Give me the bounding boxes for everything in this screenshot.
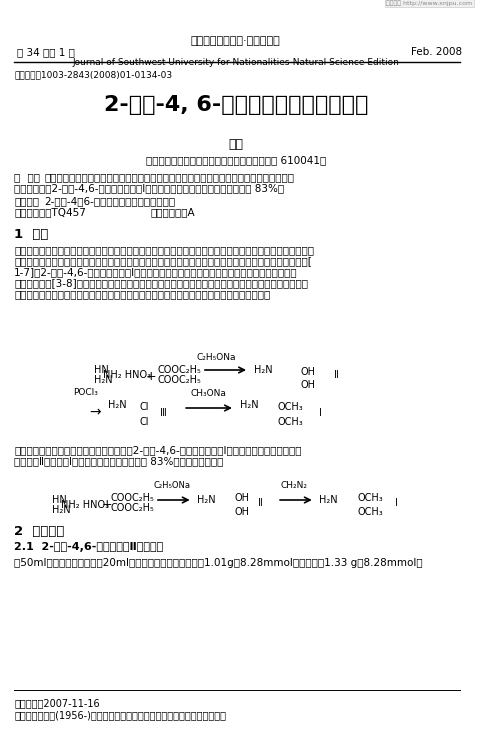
Text: 在50ml四口反应瓶中，加入20ml无水甲醇，搅拌下依次加入1.01g（8.28mmol）硝酸胍和1.33 g（8.28mmol）: 在50ml四口反应瓶中，加入20ml无水甲醇，搅拌下依次加入1.01g（8.28…	[14, 558, 423, 568]
Text: 2.1  2-氨基-4,6-二基嘧啶（Ⅱ）的制备: 2.1 2-氨基-4,6-二基嘧啶（Ⅱ）的制备	[14, 542, 163, 552]
Text: Feb. 2008: Feb. 2008	[411, 47, 462, 57]
Text: OH: OH	[235, 493, 250, 503]
Text: CH₂N₂: CH₂N₂	[281, 481, 307, 490]
Text: COOC₂H₅: COOC₂H₅	[111, 493, 154, 503]
Text: Ⅱ: Ⅱ	[259, 498, 263, 508]
Text: OCH₃: OCH₃	[277, 417, 303, 427]
Text: Ⅰ: Ⅰ	[394, 498, 397, 508]
Text: OH: OH	[235, 507, 250, 517]
Text: H₂N: H₂N	[254, 365, 272, 375]
Text: H₂N: H₂N	[239, 400, 258, 410]
Text: 收稿日期：2007-11-16: 收稿日期：2007-11-16	[14, 698, 100, 708]
Text: 中图分类号：TQ457: 中图分类号：TQ457	[14, 207, 86, 217]
Text: H₂N: H₂N	[197, 495, 216, 505]
Text: OCH₃: OCH₃	[357, 507, 383, 517]
Text: 本文改进了上述合成方法，采用两步法合成2-氨基-4,6-二甲氧基嘧啶（Ⅰ），即利用重氮甲烷作甲基: 本文改进了上述合成方法，采用两步法合成2-氨基-4,6-二甲氧基嘧啶（Ⅰ），即利…	[14, 445, 302, 455]
Text: NH₂ HNO₃: NH₂ HNO₃	[103, 370, 151, 380]
Text: 磺酰脲类除草剂如烟嘧磺隆、氯嘧磺隆、玉嘧磺隆、嘧嘧磺隆、苄嘧磺隆等是一类新型、高效、广谱、安全的: 磺酰脲类除草剂如烟嘧磺隆、氯嘧磺隆、玉嘧磺隆、嘧嘧磺隆、苄嘧磺隆等是一类新型、高…	[14, 245, 314, 255]
Text: 廖戊: 廖戊	[228, 138, 243, 151]
Text: 1-7]。2-氨基-4,6-二甲氧基嘧啶（Ⅰ）是生产这些磺酰脲类除草剂的通用中间体，其合成方法一: 1-7]。2-氨基-4,6-二甲氧基嘧啶（Ⅰ）是生产这些磺酰脲类除草剂的通用中间…	[14, 267, 298, 277]
Text: COOC₂H₅: COOC₂H₅	[158, 375, 202, 385]
Text: 文献标识码：A: 文献标识码：A	[150, 207, 195, 217]
Text: Ⅱ: Ⅱ	[333, 370, 339, 380]
Text: 文章编号：1003-2843(2008)01-0134-03: 文章编号：1003-2843(2008)01-0134-03	[14, 70, 172, 79]
Text: OH: OH	[301, 367, 316, 377]
Text: Journal of Southwest University for Nationalities-Natural Science Edition: Journal of Southwest University for Nati…	[72, 58, 399, 67]
Text: C₂H₅ONa: C₂H₅ONa	[153, 481, 191, 490]
Text: 作者简介：廖戊(1956-)，女，西南民族大学化学与环境保护工程学院教授。: 作者简介：廖戊(1956-)，女，西南民族大学化学与环境保护工程学院教授。	[14, 710, 226, 720]
Text: H₂N: H₂N	[52, 505, 70, 515]
Text: 2  实验部分: 2 实验部分	[14, 525, 64, 538]
Text: 2-氨基-4, 6-二甲氧基嘧啶新合成方法: 2-氨基-4, 6-二甲氧基嘧啶新合成方法	[104, 95, 368, 115]
Text: 化试剂从Ⅱ直接得到Ⅰ，反应条件温和，总收率为 83%。合成路线如下：: 化试剂从Ⅱ直接得到Ⅰ，反应条件温和，总收率为 83%。合成路线如下：	[14, 456, 223, 466]
Text: OCH₃: OCH₃	[277, 402, 303, 412]
Text: H₂N: H₂N	[94, 375, 113, 385]
Text: 除草剂。由于这类除草剂具有超高活性和较低毒性，是除草剂中的较佳品种，越来越引起人们的兴趣和关注[: 除草剂。由于这类除草剂具有超高活性和较低毒性，是除草剂中的较佳品种，越来越引起人…	[14, 256, 312, 266]
Text: 相关资讯 http://www.xnjpu.com: 相关资讯 http://www.xnjpu.com	[386, 0, 473, 6]
Text: 法对反应条件要求较严，需严格控制体系无水以及甲醇钠、三氯氧磷的用量，且总收率不高。: 法对反应条件要求较严，需严格控制体系无水以及甲醇钠、三氯氧磷的用量，且总收率不高…	[14, 289, 270, 299]
Text: POCl₃: POCl₃	[73, 388, 98, 397]
Text: Ⅲ: Ⅲ	[160, 408, 166, 418]
Text: H₂N: H₂N	[319, 495, 338, 505]
Text: HN: HN	[94, 365, 109, 375]
Text: 关键词：: 关键词：	[14, 196, 39, 206]
Text: OCH₃: OCH₃	[357, 493, 383, 503]
Text: COOC₂H₅: COOC₂H₅	[158, 365, 202, 375]
Text: 摘  要：: 摘 要：	[14, 172, 40, 182]
Text: Ⅰ: Ⅰ	[319, 408, 322, 418]
Text: 西南民族大学学报·自然科学版: 西南民族大学学报·自然科学版	[191, 36, 281, 46]
Text: 本文利用胍酸盐和丙二酸二乙酯为起始原料，经环合及甲氧基化两步反应得到除草剂欲密磺: 本文利用胍酸盐和丙二酸二乙酯为起始原料，经环合及甲氧基化两步反应得到除草剂欲密磺	[44, 172, 294, 182]
Text: NH₂ HNO₃: NH₂ HNO₃	[61, 500, 109, 510]
Text: Cl: Cl	[139, 417, 148, 427]
Text: H₂N: H₂N	[108, 400, 127, 410]
Text: CH₃ONa: CH₃ONa	[191, 389, 226, 398]
Text: +: +	[102, 498, 112, 511]
Text: 1  前言: 1 前言	[14, 228, 48, 241]
Text: 隆的中间体：2-氨基-4,6-二甲氧基嘧啶（Ⅰ），反应条件温和，总产率较高，达到 83%。: 隆的中间体：2-氨基-4,6-二甲氧基嘧啶（Ⅰ），反应条件温和，总产率较高，达到…	[14, 183, 284, 193]
Text: →: →	[89, 405, 101, 419]
Text: HN: HN	[52, 495, 66, 505]
Text: （西南民族大学化学与环境保护工程学院，成都 610041）: （西南民族大学化学与环境保护工程学院，成都 610041）	[146, 155, 326, 165]
Text: +: +	[146, 370, 156, 383]
Text: 般采用三步法[3-8]，即以硝酸胍和丙二酸二乙酯为起始原料，经环合、氯化、水解及甲氧基化而得。该: 般采用三步法[3-8]，即以硝酸胍和丙二酸二乙酯为起始原料，经环合、氯化、水解及…	[14, 278, 308, 288]
Text: 第 34 基第 1 期: 第 34 基第 1 期	[17, 47, 75, 57]
Text: Cl: Cl	[139, 402, 148, 412]
Text: 2-氨基-4；6-二甲氧基嘧啶；除草剂；合成: 2-氨基-4；6-二甲氧基嘧啶；除草剂；合成	[44, 196, 175, 206]
Text: COOC₂H₅: COOC₂H₅	[111, 503, 154, 513]
Text: C₂H₅ONa: C₂H₅ONa	[196, 353, 236, 362]
Text: OH: OH	[301, 380, 316, 390]
